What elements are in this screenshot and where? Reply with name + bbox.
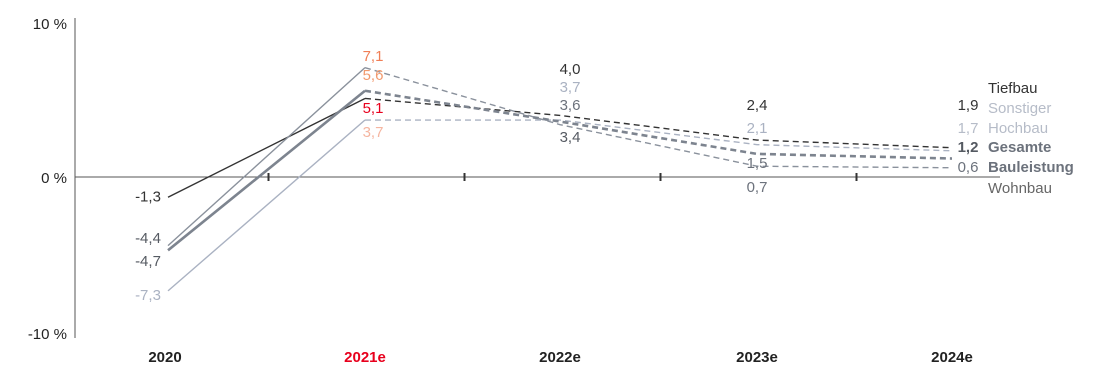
series-name-label: Wohnbau [988,180,1052,197]
series-name-label: Bauleistung [988,159,1074,176]
series-names: Tiefbau Sonstiger Hochbau Gesamte Bauleistun… [988,80,1074,197]
data-label: -4,7 [135,253,161,270]
y-tick-label: 10 % [33,16,67,33]
series-name-label: Hochbau [988,120,1048,137]
data-label: 7,1 [363,48,384,65]
x-category-label: 2020 [148,349,181,366]
data-label: 1,9 [958,97,979,114]
data-label: 3,7 [560,79,581,96]
series-name-label: Sonstiger [988,100,1051,117]
series-name-label: Gesamte [988,139,1051,156]
data-label: 3,7 [363,124,384,141]
data-label: 3,6 [560,97,581,114]
series-line-solid [167,67,366,247]
series-line-solid [167,119,366,292]
series-line-dashed [365,119,953,152]
data-label: 5,1 [363,100,384,117]
data-label: -4,4 [135,230,161,247]
series-name-label: Tiefbau [988,80,1037,97]
data-label: 1,7 [958,120,979,137]
series-line-solid [167,89,366,252]
data-label: 0,7 [747,179,768,196]
data-label: 5,6 [363,67,384,84]
data-label: 1,5 [747,155,768,172]
data-label: -1,3 [135,188,161,205]
x-category-label: 2021e [344,349,386,366]
axes: 10 % 0 % -10 % 2020 2021e 2022e 2023e 2024e [28,16,1000,366]
series-line-dashed [364,66,953,169]
series-line-dashed [364,89,953,160]
data-label: 2,4 [747,97,768,114]
data-label: -7,3 [135,287,161,304]
x-category-label: 2022e [539,349,581,366]
data-label: 3,4 [560,129,581,146]
data-labels: -1,3 5,1 4,0 2,4 1,9 -7,3 3,7 3,7 2,1 1,7 -4,7 5,6 3… [135,48,978,304]
data-label: 0,6 [958,159,979,176]
series-lines [167,66,953,292]
data-label: 1,2 [958,139,979,156]
data-label: 2,1 [747,120,768,137]
series-line-dashed [364,97,953,149]
data-label: 4,0 [560,61,581,78]
y-tick-label: 0 % [41,170,67,187]
x-category-label: 2024e [931,349,973,366]
x-category-label: 2023e [736,349,778,366]
series-line-solid [167,97,366,198]
y-tick-label: -10 % [28,326,67,343]
